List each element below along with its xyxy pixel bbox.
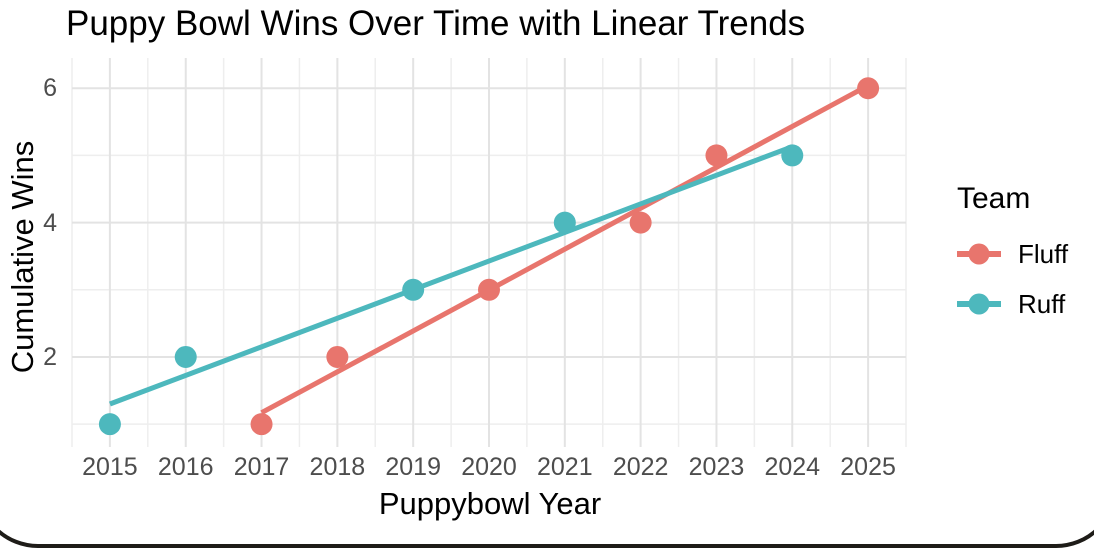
- trend-line-ruff: [109, 144, 794, 407]
- legend-title: Team: [957, 182, 1031, 215]
- data-point-ruff: [553, 211, 576, 234]
- data-point-fluff: [705, 144, 728, 167]
- data-point-fluff: [629, 211, 652, 234]
- chart-title: Puppy Bowl Wins Over Time with Linear Tr…: [66, 4, 806, 43]
- legend-label-ruff: Ruff: [1018, 288, 1066, 319]
- y-tick-label: 2: [43, 342, 57, 371]
- data-point-ruff: [402, 278, 425, 301]
- data-point-fluff: [250, 413, 273, 436]
- legend-label-fluff: Fluff: [1018, 238, 1069, 269]
- data-point-ruff: [98, 413, 121, 436]
- data-point-ruff: [174, 345, 197, 368]
- legend: Team Fluff Ruff: [957, 181, 1068, 339]
- x-tick-label: 2018: [309, 453, 366, 481]
- x-tick-label: 2025: [840, 453, 896, 481]
- data-point-fluff: [857, 77, 880, 100]
- fluff-key-icon: [957, 243, 1001, 265]
- x-tick-label: 2020: [461, 453, 517, 481]
- data-point-fluff: [478, 278, 500, 301]
- x-tick-label: 2021: [537, 453, 593, 481]
- x-tick-label: 2023: [688, 453, 745, 481]
- ruff-key-icon: [957, 293, 1001, 315]
- x-axis-title: Puppybowl Year: [378, 486, 602, 521]
- y-tick-label: 4: [43, 208, 57, 237]
- y-tick-label: 6: [43, 74, 57, 103]
- legend-entry-ruff: Ruff: [957, 289, 1068, 319]
- x-tick-label: 2022: [612, 453, 669, 481]
- legend-entry-fluff: Fluff: [957, 239, 1068, 269]
- x-tick-label: 2019: [385, 453, 441, 481]
- data-point-fluff: [326, 345, 349, 368]
- x-tick-label: 2015: [82, 453, 138, 481]
- x-tick-label: 2024: [764, 453, 821, 481]
- data-point-ruff: [781, 144, 804, 167]
- trend-line-fluff: [260, 83, 870, 415]
- x-tick-label: 2016: [157, 453, 214, 481]
- x-tick-label: 2017: [233, 453, 290, 481]
